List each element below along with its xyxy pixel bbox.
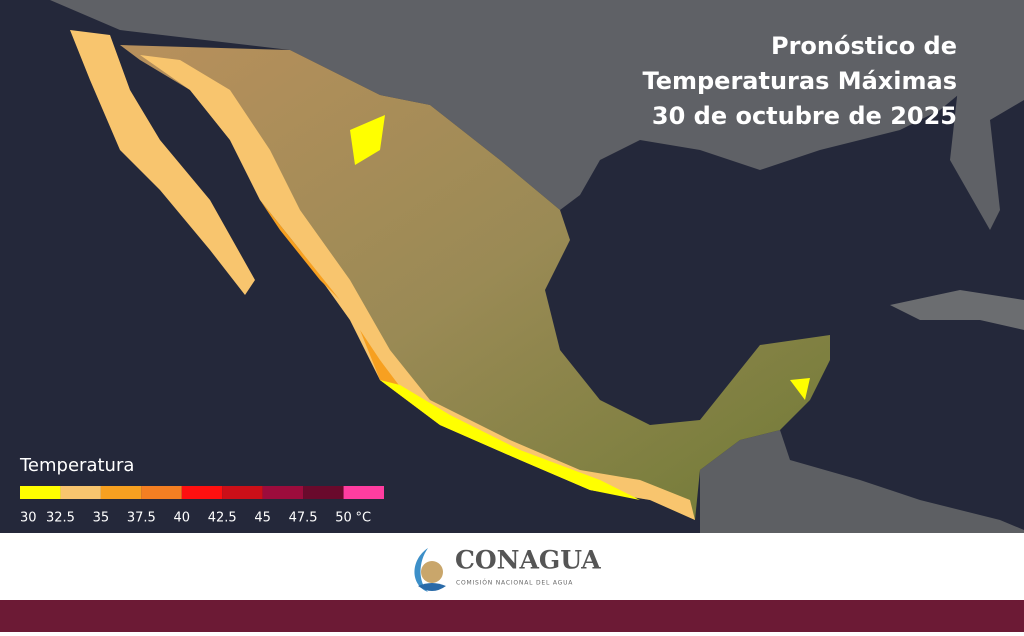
footer: [0, 533, 1024, 600]
us-land: [50, 0, 1024, 230]
legend-unit: °C: [356, 511, 372, 526]
legend-swatch: [222, 486, 263, 499]
legend-title: Temperatura: [19, 455, 134, 476]
legend-tick-label: 47.5: [289, 511, 318, 526]
legend-swatch: [262, 486, 304, 499]
mexico-mainland: [120, 45, 830, 520]
legend-swatch: [303, 486, 344, 499]
baja-california: [70, 30, 255, 295]
logo-name: CONAGUA: [455, 546, 601, 575]
hot-coast: [260, 200, 440, 425]
legend-tick-label: 50: [335, 511, 352, 526]
legend-tick-label: 32.5: [46, 511, 75, 526]
central-america: [700, 430, 1024, 533]
logo-icon: [414, 548, 446, 592]
title-line: 30 de octubre de 2025: [652, 102, 957, 130]
cuba: [890, 290, 1024, 330]
legend-swatch: [60, 486, 101, 499]
legend-swatch: [141, 486, 182, 499]
legend: 30 32.5 35 37.5 40 42.5 45 47.5 50 °C: [20, 486, 384, 526]
legend-swatch: [343, 486, 384, 499]
logo-subtitle: COMISIÓN NACIONAL DEL AGUA: [456, 580, 573, 587]
title-line: Temperaturas Máximas: [643, 67, 957, 95]
warm-coast: [140, 55, 695, 520]
legend-swatch: [100, 486, 142, 499]
legend-tick-label: 35: [93, 511, 110, 526]
legend-tick-label: 40: [174, 511, 191, 526]
legend-swatch: [20, 486, 61, 499]
legend-swatch: [181, 486, 223, 499]
legend-tick-label: 37.5: [127, 511, 156, 526]
legend-tick-label: 30: [20, 511, 37, 526]
bottom-bar: [0, 600, 1024, 632]
legend-tick-label: 45: [254, 511, 271, 526]
legend-tick-label: 42.5: [208, 511, 237, 526]
title-line: Pronóstico de: [771, 32, 957, 60]
